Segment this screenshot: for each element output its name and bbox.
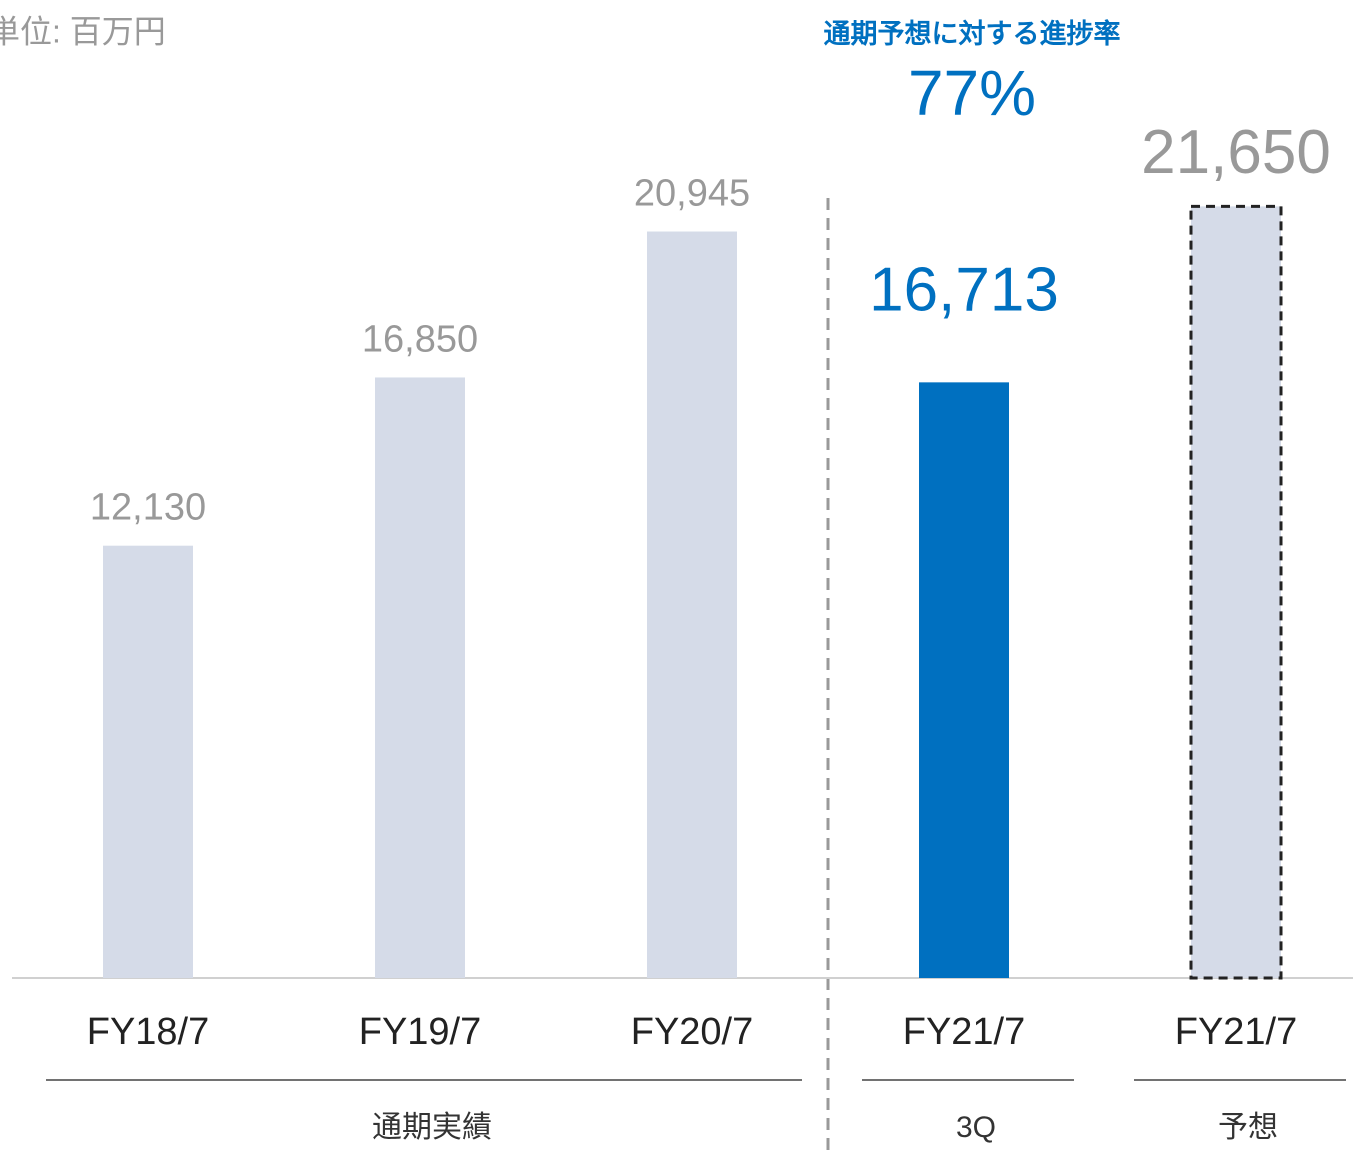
value-label: 16,713: [869, 256, 1059, 325]
value-label: 20,945: [634, 173, 750, 215]
group-label: 通期実績: [372, 1111, 492, 1144]
x-tick-label: FY20/7: [631, 1011, 754, 1053]
bar: [375, 377, 465, 978]
unit-label: 単位: 百万円: [0, 13, 166, 49]
x-tick-label: FY21/7: [1175, 1011, 1298, 1053]
annotation-value: 77%: [908, 57, 1036, 129]
bar: [919, 382, 1009, 978]
x-tick-label: FY19/7: [359, 1011, 482, 1053]
value-label: 21,650: [1141, 118, 1331, 187]
value-label: 12,130: [90, 487, 206, 529]
bar: [1189, 204, 1283, 980]
annotation-title: 通期予想に対する進捗率: [824, 18, 1121, 49]
bar: [103, 545, 193, 978]
group-label: 予想: [1218, 1111, 1278, 1144]
value-label: 16,850: [362, 318, 478, 360]
bar: [647, 231, 737, 978]
group-label: 3Q: [956, 1111, 996, 1144]
x-tick-label: FY21/7: [903, 1011, 1026, 1053]
x-tick-label: FY18/7: [87, 1011, 210, 1053]
